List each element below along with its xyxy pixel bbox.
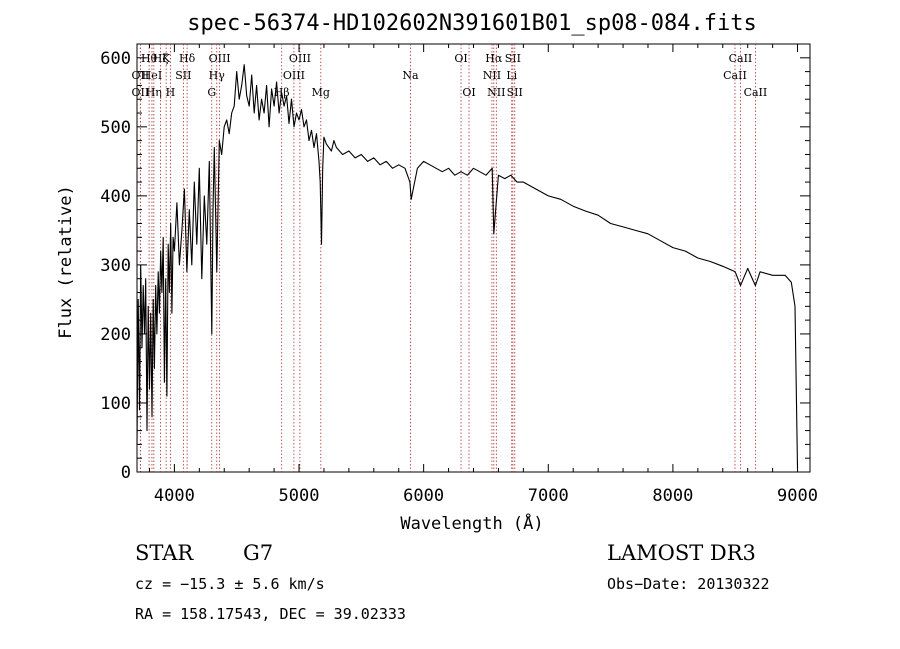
marker-label: SII bbox=[175, 69, 191, 82]
marker-label: Li bbox=[506, 69, 517, 82]
x-tick-label: 5000 bbox=[279, 486, 320, 506]
marker-label: OI bbox=[462, 86, 475, 99]
line-markers: OIIOIIHθHeIHηHζKHSIIHδGHγOIIIHβOIIIOIIIM… bbox=[132, 44, 768, 472]
y-tick-label: 400 bbox=[100, 187, 131, 207]
y-tick-label: 500 bbox=[100, 118, 131, 138]
marker-label: Mg bbox=[312, 86, 330, 99]
marker-label: Hα bbox=[485, 52, 503, 65]
marker-label: OIII bbox=[209, 52, 231, 65]
marker-label: Na bbox=[402, 69, 419, 82]
marker-label: HeI bbox=[142, 69, 162, 82]
series-group bbox=[136, 64, 799, 469]
marker-label: K bbox=[162, 52, 171, 65]
marker-label: H bbox=[166, 86, 176, 99]
y-tick-label: 600 bbox=[100, 49, 131, 69]
marker-label: NII bbox=[487, 86, 505, 99]
x-tick-label: 9000 bbox=[777, 486, 818, 506]
x-tick-label: 7000 bbox=[528, 486, 569, 506]
y-tick-label: 100 bbox=[100, 394, 131, 414]
marker-label: SII bbox=[507, 86, 523, 99]
chart-title: spec-56374-HD102602N391601B01_sp08-084.f… bbox=[187, 11, 757, 36]
subclass: G7 bbox=[243, 541, 273, 565]
plot-frame bbox=[136, 43, 811, 473]
marker-label: Hζ bbox=[153, 52, 169, 65]
x-axis-label: Wavelength (Å) bbox=[400, 512, 543, 534]
obs-date: Obs−Date: 20130322 bbox=[607, 575, 770, 593]
marker-label: CaII bbox=[729, 52, 753, 65]
marker-label: CaII bbox=[744, 86, 768, 99]
object-class: STAR bbox=[135, 541, 194, 565]
marker-label: Hη bbox=[146, 86, 162, 99]
marker-label: Hδ bbox=[179, 52, 196, 65]
marker-label: CaII bbox=[723, 69, 747, 82]
x-tick-label: 6000 bbox=[403, 486, 444, 506]
y-tick-label: 300 bbox=[100, 256, 131, 276]
marker-label: NII bbox=[483, 69, 501, 82]
coordinates: RA = 158.17543, DEC = 39.02333 bbox=[135, 605, 406, 623]
x-tick-label: 4000 bbox=[154, 486, 195, 506]
marker-label: SII bbox=[505, 52, 521, 65]
marker-label: OI bbox=[454, 52, 467, 65]
marker-label: Hγ bbox=[209, 69, 226, 82]
marker-label: OIII bbox=[289, 52, 311, 65]
redshift-cz: cz = −15.3 ± 5.6 km/s bbox=[135, 575, 325, 593]
y-axis-label: Flux (relative) bbox=[56, 185, 76, 339]
x-tick-label: 8000 bbox=[652, 486, 693, 506]
y-tick-label: 200 bbox=[100, 325, 131, 345]
marker-label: OII bbox=[132, 86, 150, 99]
marker-label: OIII bbox=[283, 69, 305, 82]
spectrum-line bbox=[136, 64, 799, 469]
axis-ticks: 4000 5000 6000 7000 8000 9000 0 100 200 300 400 500… bbox=[100, 44, 818, 506]
y-tick-label: 0 bbox=[121, 463, 131, 483]
survey-name: LAMOST DR3 bbox=[607, 541, 756, 565]
marker-label: Hθ bbox=[141, 52, 158, 65]
marker-label: G bbox=[207, 86, 216, 99]
